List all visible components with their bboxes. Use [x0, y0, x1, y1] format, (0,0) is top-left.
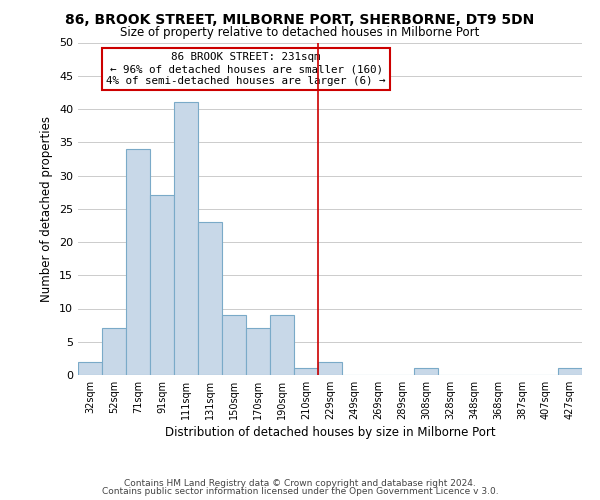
Bar: [102, 328, 126, 375]
X-axis label: Distribution of detached houses by size in Milborne Port: Distribution of detached houses by size …: [164, 426, 496, 439]
Bar: [126, 149, 150, 375]
Bar: [558, 368, 582, 375]
Text: Contains HM Land Registry data © Crown copyright and database right 2024.: Contains HM Land Registry data © Crown c…: [124, 478, 476, 488]
Bar: [78, 362, 102, 375]
Text: 86 BROOK STREET: 231sqm
← 96% of detached houses are smaller (160)
4% of semi-de: 86 BROOK STREET: 231sqm ← 96% of detache…: [106, 52, 386, 86]
Text: Contains public sector information licensed under the Open Government Licence v : Contains public sector information licen…: [101, 487, 499, 496]
Bar: [150, 196, 174, 375]
Text: Size of property relative to detached houses in Milborne Port: Size of property relative to detached ho…: [121, 26, 479, 39]
Bar: [222, 315, 246, 375]
Bar: [414, 368, 438, 375]
Bar: [318, 362, 342, 375]
Text: 86, BROOK STREET, MILBORNE PORT, SHERBORNE, DT9 5DN: 86, BROOK STREET, MILBORNE PORT, SHERBOR…: [65, 12, 535, 26]
Bar: [246, 328, 270, 375]
Y-axis label: Number of detached properties: Number of detached properties: [40, 116, 53, 302]
Bar: [294, 368, 318, 375]
Bar: [198, 222, 222, 375]
Bar: [174, 102, 198, 375]
Bar: [270, 315, 294, 375]
